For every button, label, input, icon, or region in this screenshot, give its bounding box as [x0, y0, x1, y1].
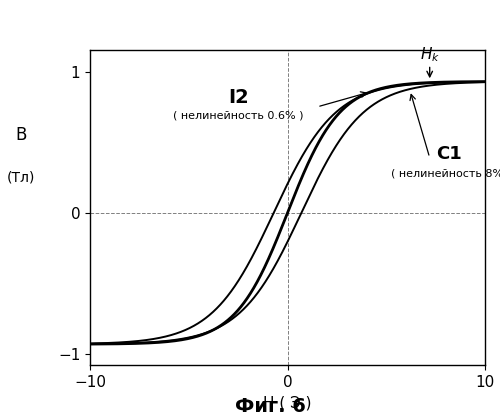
Text: C1: C1 — [436, 144, 462, 163]
Text: ( нелинейность 0.6% ): ( нелинейность 0.6% ) — [173, 110, 304, 121]
X-axis label: Н ( Э ): Н ( Э ) — [263, 396, 312, 411]
Text: $H_k$: $H_k$ — [420, 45, 440, 64]
Text: (Тл): (Тл) — [6, 171, 35, 184]
Text: ( нелинейность 8%): ( нелинейность 8%) — [391, 168, 500, 178]
Text: Фиг. 6: Фиг. 6 — [234, 397, 306, 416]
Text: В: В — [15, 126, 26, 144]
Text: I2: I2 — [228, 87, 248, 107]
